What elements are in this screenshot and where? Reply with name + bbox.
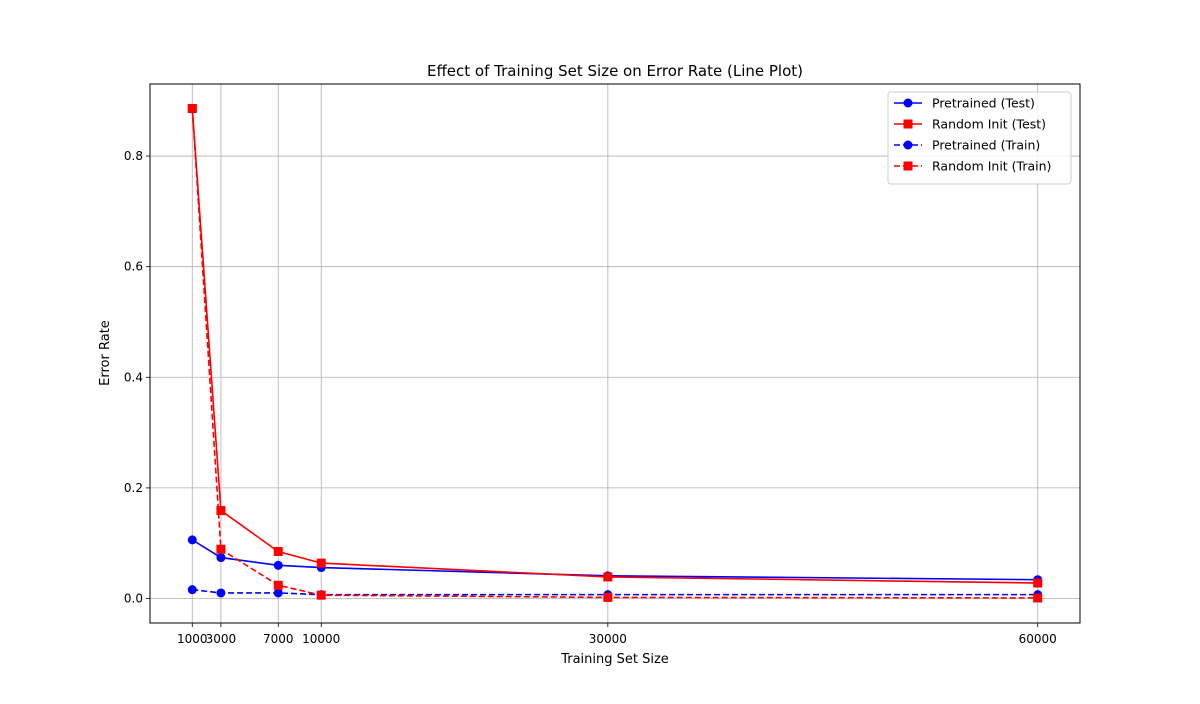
- x-axis-label: Training Set Size: [560, 652, 669, 667]
- data-point: [216, 588, 226, 598]
- plot-frame: [149, 83, 1081, 624]
- legend-label: Random Init (Train): [932, 159, 1051, 174]
- legend-box: [887, 91, 1072, 185]
- y-tick-label: 0.4: [124, 370, 143, 384]
- data-point: [273, 546, 283, 556]
- data-point: [216, 544, 226, 554]
- data-point: [1033, 578, 1043, 588]
- series-line: [192, 588, 1038, 596]
- legend-label: Random Init (Test): [932, 117, 1046, 132]
- data-point: [603, 572, 613, 582]
- data-point: [216, 506, 226, 516]
- data-point: [187, 585, 197, 595]
- data-point: [316, 558, 326, 568]
- x-tick-label: 60000: [1019, 632, 1057, 646]
- data-point: [1033, 593, 1043, 603]
- data-point: [187, 104, 197, 113]
- series-line: [191, 108, 1038, 584]
- series-random-init-train: [187, 104, 1043, 603]
- x-tick-label: 30000: [589, 632, 627, 646]
- data-point: [273, 588, 283, 598]
- x-tick-label: 3000: [206, 632, 237, 646]
- data-point: [273, 580, 283, 590]
- legend-marker: [903, 161, 913, 171]
- data-point: [603, 592, 613, 602]
- data-point: [187, 535, 197, 545]
- legend-label: Pretrained (Test): [932, 96, 1035, 111]
- data-point: [316, 590, 326, 600]
- y-axis: 0.0 0.2 0.4 0.6 0.8: [124, 149, 150, 606]
- series-layer: [187, 104, 1043, 603]
- data-point: [273, 560, 283, 570]
- chart-title: Effect of Training Set Size on Error Rat…: [427, 62, 803, 80]
- x-tick-label: 7000: [263, 632, 294, 646]
- y-tick-label: 0.0: [124, 592, 143, 606]
- y-tick-label: 0.2: [124, 481, 143, 495]
- data-point: [216, 553, 226, 563]
- series-line: [191, 108, 1038, 599]
- x-tick-label: 1000: [177, 632, 208, 646]
- legend-marker: [903, 98, 913, 108]
- y-axis-label: Error Rate: [98, 320, 113, 386]
- legend-marker: [903, 140, 913, 150]
- y-tick-label: 0.8: [124, 149, 143, 163]
- legend-marker: [903, 119, 913, 129]
- series-line: [191, 539, 1038, 581]
- x-tick-label: 10000: [302, 632, 340, 646]
- legend: Pretrained (Test) Random Init (Test) Pretr…: [887, 91, 1072, 185]
- y-tick-label: 0.6: [124, 260, 143, 274]
- legend-label: Pretrained (Train): [932, 138, 1040, 153]
